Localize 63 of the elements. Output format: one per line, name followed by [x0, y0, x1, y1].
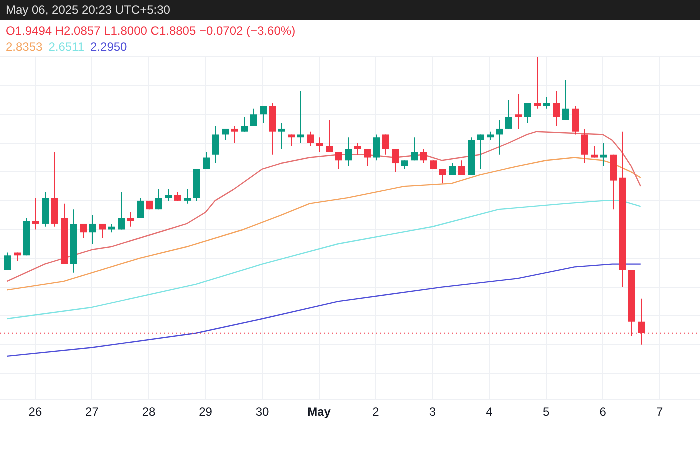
candlestick	[241, 116, 248, 132]
candlestick	[572, 105, 579, 136]
candlestick	[382, 134, 389, 156]
candlestick	[345, 137, 352, 167]
candlestick	[524, 102, 531, 124]
text: O1.9494 H2.0857 L1.8000 C1.8805 −0.0702 (−3.60%)	[6, 24, 296, 38]
candlestick	[212, 126, 219, 164]
candlestick	[260, 105, 267, 124]
candlestick	[288, 134, 295, 147]
candlestick	[600, 142, 607, 167]
x-tick-label: May	[308, 405, 332, 420]
candlestick	[127, 212, 134, 228]
candlestick	[392, 148, 399, 173]
text: 2.8353	[6, 40, 43, 54]
x-tick-label: 4	[486, 405, 494, 420]
candlestick	[458, 160, 465, 176]
text: 2.6511	[48, 40, 85, 54]
x-tick-label: 5	[542, 405, 550, 420]
candlestick	[4, 252, 11, 271]
text: 2.2950	[90, 40, 128, 54]
candlestick	[155, 188, 162, 210]
candlestick	[411, 137, 418, 162]
candlestick	[335, 152, 342, 170]
candlestick	[581, 128, 588, 164]
candlestick	[553, 91, 560, 127]
candlestick	[32, 198, 39, 230]
candlestick	[439, 168, 446, 184]
candlestick	[250, 108, 257, 127]
x-tick-label: 28	[142, 405, 156, 420]
candlestick	[505, 100, 512, 130]
candlestick	[373, 134, 380, 162]
candlestick	[496, 120, 503, 156]
candlestick	[326, 120, 333, 153]
x-tick-label: 2	[372, 405, 380, 420]
candlestick	[543, 96, 550, 110]
text: May 06, 2025 20:23 UTC+5:30	[6, 3, 170, 17]
candlestick	[165, 188, 172, 202]
x-tick-label: 7	[656, 405, 664, 420]
candlestick	[184, 188, 191, 204]
candlestick	[591, 146, 598, 158]
candlestick	[364, 148, 371, 167]
candlestick	[80, 223, 87, 239]
x-tick-label: 6	[600, 405, 607, 420]
x-tick-label: 26	[28, 405, 42, 420]
x-tick-label: 29	[199, 405, 213, 420]
candlestick	[297, 91, 304, 144]
candlestick	[99, 223, 106, 239]
candlestick	[137, 198, 144, 219]
candlestick	[354, 142, 361, 156]
candlestick	[562, 80, 569, 121]
candlestick	[420, 148, 427, 164]
candlestick	[515, 94, 522, 130]
x-tick-label: 3	[429, 405, 436, 420]
candlestick	[477, 134, 484, 170]
candlestick	[203, 152, 210, 170]
candlestick	[534, 57, 541, 110]
candlestick	[118, 192, 125, 230]
candlestick	[278, 122, 285, 150]
x-tick-label: 27	[86, 405, 100, 420]
x-tick-label: 30	[256, 405, 270, 420]
candlestick	[231, 126, 238, 144]
candlestick	[307, 131, 314, 147]
candlestick	[89, 214, 96, 245]
